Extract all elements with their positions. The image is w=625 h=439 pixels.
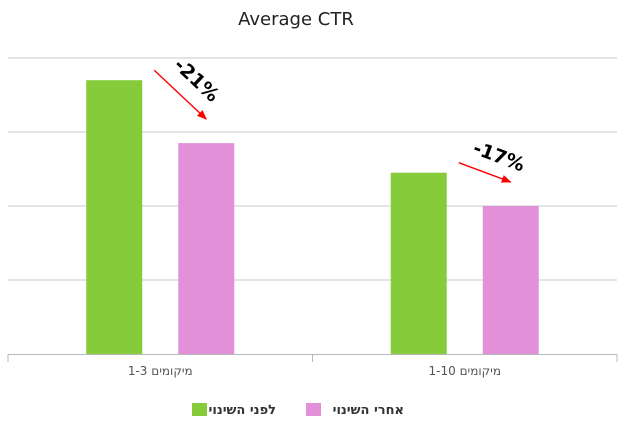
- x-axis: מיקומים 1-3 מיקומים 1-10: [7, 354, 618, 378]
- change-arrow: [458, 162, 512, 183]
- chart-title: Average CTR: [238, 9, 354, 30]
- legend-label: לפני השינוי: [209, 403, 276, 418]
- change-label: -21%: [169, 54, 223, 107]
- bar-before-2[interactable]: [390, 172, 447, 354]
- bar-after-2[interactable]: [482, 206, 539, 354]
- change-arrow: [153, 69, 207, 120]
- bar-after-1[interactable]: [178, 143, 235, 354]
- legend[interactable]: לפני השינוי אחרי השינוי: [192, 403, 404, 418]
- legend-item-before[interactable]: לפני השינוי: [192, 403, 276, 418]
- legend-swatch: [192, 403, 207, 416]
- bar-before-1[interactable]: [86, 80, 143, 354]
- x-tick-label: מיקומים 1-3: [128, 364, 193, 378]
- legend-item-after[interactable]: אחרי השינוי: [306, 403, 404, 418]
- legend-swatch: [306, 403, 321, 416]
- legend-label: אחרי השינוי: [333, 403, 404, 418]
- x-tick-label: מיקומים 1-10: [429, 364, 501, 378]
- bars: [86, 80, 539, 354]
